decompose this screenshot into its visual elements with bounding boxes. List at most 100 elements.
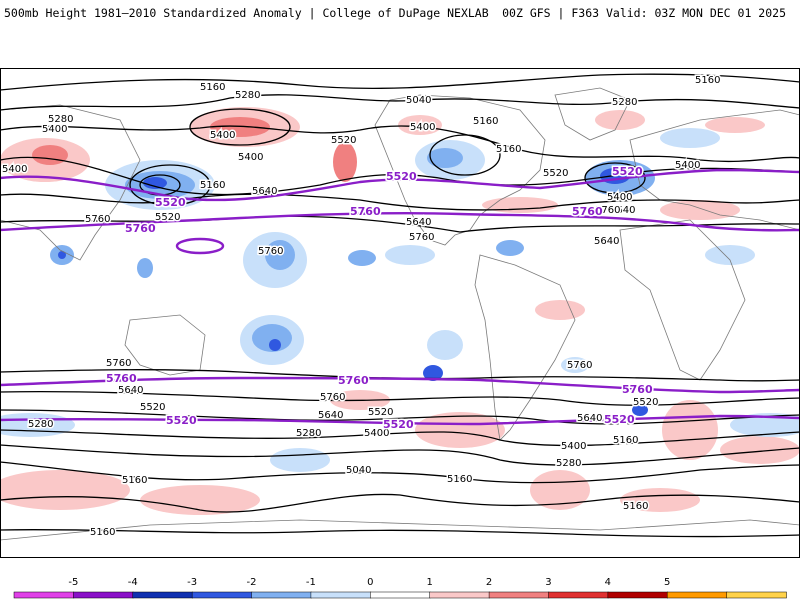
contour-label: 5640 <box>610 205 635 216</box>
contour-label: 5520 <box>368 407 393 418</box>
anomaly-negative <box>252 324 292 352</box>
contour-label: 5400 <box>42 124 67 135</box>
colorbar-tick-label: 5 <box>664 577 670 588</box>
purple-contour-5520-south <box>0 414 800 426</box>
coastline-asia-west <box>0 104 141 261</box>
contour-label: 5760 <box>106 358 131 369</box>
anomaly-positive <box>398 115 442 135</box>
contour-label: 5640 <box>118 385 143 396</box>
colorbar-tick-label: -2 <box>247 577 257 588</box>
contour-label: 5400 <box>238 152 263 163</box>
contour-label: 5760 <box>320 392 345 403</box>
anomaly-negative <box>265 240 295 270</box>
purple-contour-closed <box>175 237 225 255</box>
contour-labels: 5160 5280 5280 5400 5400 5400 5040 5160 … <box>1 74 722 540</box>
colorbar-band <box>13 591 75 599</box>
contour-label: 5400 <box>561 441 586 452</box>
anomaly-map: 5160 5280 5280 5400 5400 5400 5040 5160 … <box>0 68 800 558</box>
contour-label: 5160 <box>90 527 115 538</box>
colorbar-tick-label: -1 <box>306 577 316 588</box>
coastline-australia <box>124 314 206 376</box>
anomaly-negative <box>561 357 589 373</box>
contour-label: 5640 <box>577 413 602 424</box>
purple-contour-5760-north <box>0 212 800 232</box>
contour-label: 5760 <box>567 360 592 371</box>
contour-label: 5400 <box>2 164 27 175</box>
colorbar-band <box>251 591 312 599</box>
anomaly-positive <box>32 145 68 165</box>
colorbar-tick-label: 3 <box>545 577 551 588</box>
anomaly-positive <box>530 470 590 510</box>
colorbar-legend: -5 -4 -3 -2 -1 0 1 2 3 4 5 <box>13 577 787 599</box>
anomaly-positive <box>210 117 270 137</box>
anomaly-negative <box>143 177 167 189</box>
contour-label: 5760 <box>409 232 434 243</box>
anomaly-positive <box>140 485 260 515</box>
contour-label: 5280 <box>296 428 321 439</box>
map-header: 500mb Height 1981–2010 Standardized Anom… <box>0 0 800 28</box>
anomaly-negative <box>660 128 720 148</box>
contour-label: 5400 <box>364 428 389 439</box>
contour-label: 5280 <box>612 97 637 108</box>
colorbar-tick-label: -4 <box>128 577 138 588</box>
contour-label: 5160 <box>695 75 720 86</box>
anomaly-negative <box>427 148 463 168</box>
colorbar-band <box>548 591 609 599</box>
contour-5520-north <box>0 156 800 196</box>
contour-label: 5520 <box>155 212 180 223</box>
anomaly-negative <box>269 339 281 351</box>
anomaly-shading <box>0 107 800 515</box>
anomaly-positive <box>705 117 765 133</box>
anomaly-negative <box>348 250 376 266</box>
contour-label: 5400 <box>675 160 700 171</box>
anomaly-positive <box>0 470 130 510</box>
purple-contour-label: 5760 <box>125 222 156 235</box>
colorbar-band <box>191 591 253 599</box>
anomaly-negative <box>730 413 800 437</box>
anomaly-negative <box>385 245 435 265</box>
contour-label: 5280 <box>556 458 581 469</box>
colorbar-bands <box>13 591 787 599</box>
anomaly-negative <box>58 251 66 259</box>
contour-label: 5160 <box>496 144 521 155</box>
contour-5520-south <box>0 409 800 425</box>
coastline-antarctica <box>0 519 800 541</box>
contour-label: 5520 <box>633 397 658 408</box>
contour-label: 5160 <box>122 475 147 486</box>
colorbar-tick-label: 4 <box>605 577 611 588</box>
contour-5280-north <box>0 94 800 111</box>
contour-label: 5280 <box>48 114 73 125</box>
contour-closed-low <box>129 164 211 206</box>
colorbar-tick-label: 0 <box>367 577 373 588</box>
contour-5400-south <box>0 429 800 447</box>
coastline-africa <box>619 219 746 381</box>
purple-contour-label: 5520 <box>386 170 417 183</box>
contour-label: 5160 <box>623 501 648 512</box>
purple-contour-label: 5520 <box>155 196 186 209</box>
purple-contour-label: 5520 <box>383 418 414 431</box>
purple-contour-label: 5760 <box>622 383 653 396</box>
contour-label: 5760 <box>85 214 110 225</box>
anomaly-positive <box>662 400 718 460</box>
anomaly-positive <box>535 300 585 320</box>
anomaly-negative <box>632 404 648 416</box>
purple-contour-5520-north <box>0 168 800 202</box>
contour-5160-north <box>0 73 800 91</box>
contour-label: 5760 <box>595 205 620 216</box>
highlight-contours <box>0 168 800 426</box>
anomaly-positive <box>620 488 700 512</box>
anomaly-negative <box>496 240 524 256</box>
contour-5160-south-pole <box>0 528 800 538</box>
contour-label: 5640 <box>594 236 619 247</box>
colorbar-band <box>73 591 134 599</box>
purple-contour-label: 5520 <box>612 165 643 178</box>
contour-5640-north <box>0 193 800 211</box>
purple-contour-label: 5760 <box>350 205 381 218</box>
model-run-info: 00Z GFS | F363 Valid: 03Z MON DEC 01 202… <box>502 6 786 20</box>
contour-5160-south <box>0 461 800 484</box>
anomaly-negative <box>270 448 330 472</box>
colorbar-band <box>666 591 728 599</box>
coastlines <box>0 87 800 541</box>
contour-label: 5280 <box>235 90 260 101</box>
colorbar-band <box>726 591 787 599</box>
